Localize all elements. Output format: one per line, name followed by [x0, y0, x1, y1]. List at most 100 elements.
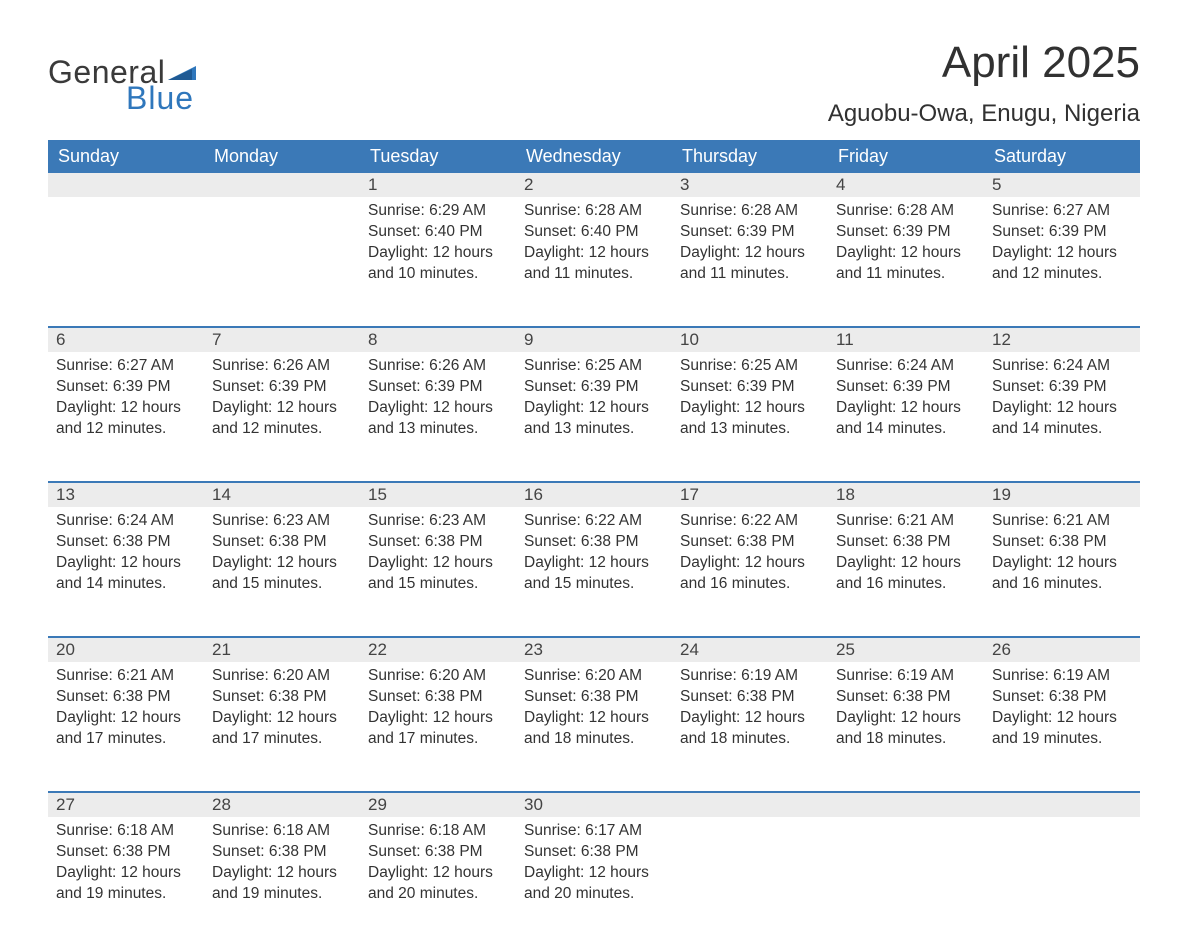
day-cell: Sunrise: 6:29 AMSunset: 6:40 PMDaylight:…	[360, 197, 516, 327]
day-content: Sunrise: 6:18 AMSunset: 6:38 PMDaylight:…	[360, 817, 516, 915]
day-number-cell: 17	[672, 482, 828, 507]
day-content: Sunrise: 6:25 AMSunset: 6:39 PMDaylight:…	[516, 352, 672, 450]
week-daynum-row: 12345	[48, 173, 1140, 197]
day-number-cell: 14	[204, 482, 360, 507]
page-subtitle: Aguobu-Owa, Enugu, Nigeria	[828, 100, 1140, 128]
day-number-cell: 11	[828, 327, 984, 352]
day-cell: Sunrise: 6:20 AMSunset: 6:38 PMDaylight:…	[204, 662, 360, 792]
day-number-cell: 23	[516, 637, 672, 662]
day-cell: Sunrise: 6:21 AMSunset: 6:38 PMDaylight:…	[984, 507, 1140, 637]
day-content: Sunrise: 6:19 AMSunset: 6:38 PMDaylight:…	[672, 662, 828, 760]
day-content: Sunrise: 6:24 AMSunset: 6:38 PMDaylight:…	[48, 507, 204, 605]
calendar-table: SundayMondayTuesdayWednesdayThursdayFrid…	[48, 140, 1140, 947]
day-number-cell: 30	[516, 792, 672, 817]
day-cell: Sunrise: 6:24 AMSunset: 6:39 PMDaylight:…	[828, 352, 984, 482]
day-content: Sunrise: 6:21 AMSunset: 6:38 PMDaylight:…	[828, 507, 984, 605]
week-daynum-row: 13141516171819	[48, 482, 1140, 507]
week-content-row: Sunrise: 6:27 AMSunset: 6:39 PMDaylight:…	[48, 352, 1140, 482]
day-cell: Sunrise: 6:23 AMSunset: 6:38 PMDaylight:…	[204, 507, 360, 637]
day-content: Sunrise: 6:28 AMSunset: 6:39 PMDaylight:…	[672, 197, 828, 295]
day-cell: Sunrise: 6:25 AMSunset: 6:39 PMDaylight:…	[672, 352, 828, 482]
day-content: Sunrise: 6:20 AMSunset: 6:38 PMDaylight:…	[360, 662, 516, 760]
day-content: Sunrise: 6:28 AMSunset: 6:39 PMDaylight:…	[828, 197, 984, 295]
day-number-cell	[984, 792, 1140, 817]
day-content: Sunrise: 6:24 AMSunset: 6:39 PMDaylight:…	[828, 352, 984, 450]
week-daynum-row: 6789101112	[48, 327, 1140, 352]
day-cell: Sunrise: 6:24 AMSunset: 6:39 PMDaylight:…	[984, 352, 1140, 482]
day-cell: Sunrise: 6:22 AMSunset: 6:38 PMDaylight:…	[672, 507, 828, 637]
day-cell: Sunrise: 6:26 AMSunset: 6:39 PMDaylight:…	[204, 352, 360, 482]
day-number-cell: 16	[516, 482, 672, 507]
day-cell: Sunrise: 6:18 AMSunset: 6:38 PMDaylight:…	[204, 817, 360, 947]
day-header: Wednesday	[516, 140, 672, 173]
day-cell	[984, 817, 1140, 947]
day-header-row: SundayMondayTuesdayWednesdayThursdayFrid…	[48, 140, 1140, 173]
day-cell	[204, 197, 360, 327]
day-number-cell: 28	[204, 792, 360, 817]
week-content-row: Sunrise: 6:18 AMSunset: 6:38 PMDaylight:…	[48, 817, 1140, 947]
day-content: Sunrise: 6:22 AMSunset: 6:38 PMDaylight:…	[672, 507, 828, 605]
day-number-cell: 7	[204, 327, 360, 352]
day-cell: Sunrise: 6:19 AMSunset: 6:38 PMDaylight:…	[984, 662, 1140, 792]
day-content: Sunrise: 6:18 AMSunset: 6:38 PMDaylight:…	[204, 817, 360, 915]
day-number-cell: 1	[360, 173, 516, 197]
day-cell: Sunrise: 6:19 AMSunset: 6:38 PMDaylight:…	[672, 662, 828, 792]
day-number-cell: 21	[204, 637, 360, 662]
day-cell	[48, 197, 204, 327]
day-cell: Sunrise: 6:22 AMSunset: 6:38 PMDaylight:…	[516, 507, 672, 637]
day-content: Sunrise: 6:19 AMSunset: 6:38 PMDaylight:…	[828, 662, 984, 760]
day-content: Sunrise: 6:25 AMSunset: 6:39 PMDaylight:…	[672, 352, 828, 450]
day-content: Sunrise: 6:19 AMSunset: 6:38 PMDaylight:…	[984, 662, 1140, 760]
day-header: Thursday	[672, 140, 828, 173]
page-title: April 2025	[828, 38, 1140, 88]
day-number-cell: 3	[672, 173, 828, 197]
day-number-cell	[204, 173, 360, 197]
week-content-row: Sunrise: 6:24 AMSunset: 6:38 PMDaylight:…	[48, 507, 1140, 637]
day-number-cell: 13	[48, 482, 204, 507]
day-cell: Sunrise: 6:21 AMSunset: 6:38 PMDaylight:…	[48, 662, 204, 792]
day-number-cell: 5	[984, 173, 1140, 197]
day-number-cell	[828, 792, 984, 817]
title-block: April 2025 Aguobu-Owa, Enugu, Nigeria	[828, 38, 1140, 128]
day-content: Sunrise: 6:23 AMSunset: 6:38 PMDaylight:…	[204, 507, 360, 605]
day-cell	[672, 817, 828, 947]
day-number-cell: 10	[672, 327, 828, 352]
day-number-cell: 29	[360, 792, 516, 817]
day-cell: Sunrise: 6:18 AMSunset: 6:38 PMDaylight:…	[360, 817, 516, 947]
logo-flag-icon	[168, 58, 196, 80]
day-content: Sunrise: 6:29 AMSunset: 6:40 PMDaylight:…	[360, 197, 516, 295]
day-number-cell: 2	[516, 173, 672, 197]
day-cell: Sunrise: 6:20 AMSunset: 6:38 PMDaylight:…	[360, 662, 516, 792]
day-content: Sunrise: 6:28 AMSunset: 6:40 PMDaylight:…	[516, 197, 672, 295]
day-number-cell: 25	[828, 637, 984, 662]
day-cell: Sunrise: 6:26 AMSunset: 6:39 PMDaylight:…	[360, 352, 516, 482]
day-cell: Sunrise: 6:24 AMSunset: 6:38 PMDaylight:…	[48, 507, 204, 637]
day-number-cell: 27	[48, 792, 204, 817]
day-cell	[828, 817, 984, 947]
header: General Blue April 2025 Aguobu-Owa, Enug…	[48, 38, 1140, 128]
week-content-row: Sunrise: 6:29 AMSunset: 6:40 PMDaylight:…	[48, 197, 1140, 327]
logo-text-blue: Blue	[126, 82, 196, 114]
day-cell: Sunrise: 6:27 AMSunset: 6:39 PMDaylight:…	[984, 197, 1140, 327]
day-header: Saturday	[984, 140, 1140, 173]
day-content: Sunrise: 6:26 AMSunset: 6:39 PMDaylight:…	[360, 352, 516, 450]
day-cell: Sunrise: 6:17 AMSunset: 6:38 PMDaylight:…	[516, 817, 672, 947]
day-content: Sunrise: 6:27 AMSunset: 6:39 PMDaylight:…	[984, 197, 1140, 295]
day-content: Sunrise: 6:17 AMSunset: 6:38 PMDaylight:…	[516, 817, 672, 915]
day-cell: Sunrise: 6:28 AMSunset: 6:39 PMDaylight:…	[828, 197, 984, 327]
day-content: Sunrise: 6:18 AMSunset: 6:38 PMDaylight:…	[48, 817, 204, 915]
day-header: Monday	[204, 140, 360, 173]
day-header: Friday	[828, 140, 984, 173]
day-header: Tuesday	[360, 140, 516, 173]
week-daynum-row: 27282930	[48, 792, 1140, 817]
day-cell: Sunrise: 6:27 AMSunset: 6:39 PMDaylight:…	[48, 352, 204, 482]
day-content: Sunrise: 6:22 AMSunset: 6:38 PMDaylight:…	[516, 507, 672, 605]
day-number-cell: 6	[48, 327, 204, 352]
day-content: Sunrise: 6:20 AMSunset: 6:38 PMDaylight:…	[516, 662, 672, 760]
day-cell: Sunrise: 6:20 AMSunset: 6:38 PMDaylight:…	[516, 662, 672, 792]
day-cell: Sunrise: 6:28 AMSunset: 6:40 PMDaylight:…	[516, 197, 672, 327]
day-content: Sunrise: 6:20 AMSunset: 6:38 PMDaylight:…	[204, 662, 360, 760]
day-content: Sunrise: 6:21 AMSunset: 6:38 PMDaylight:…	[984, 507, 1140, 605]
week-content-row: Sunrise: 6:21 AMSunset: 6:38 PMDaylight:…	[48, 662, 1140, 792]
day-content: Sunrise: 6:26 AMSunset: 6:39 PMDaylight:…	[204, 352, 360, 450]
